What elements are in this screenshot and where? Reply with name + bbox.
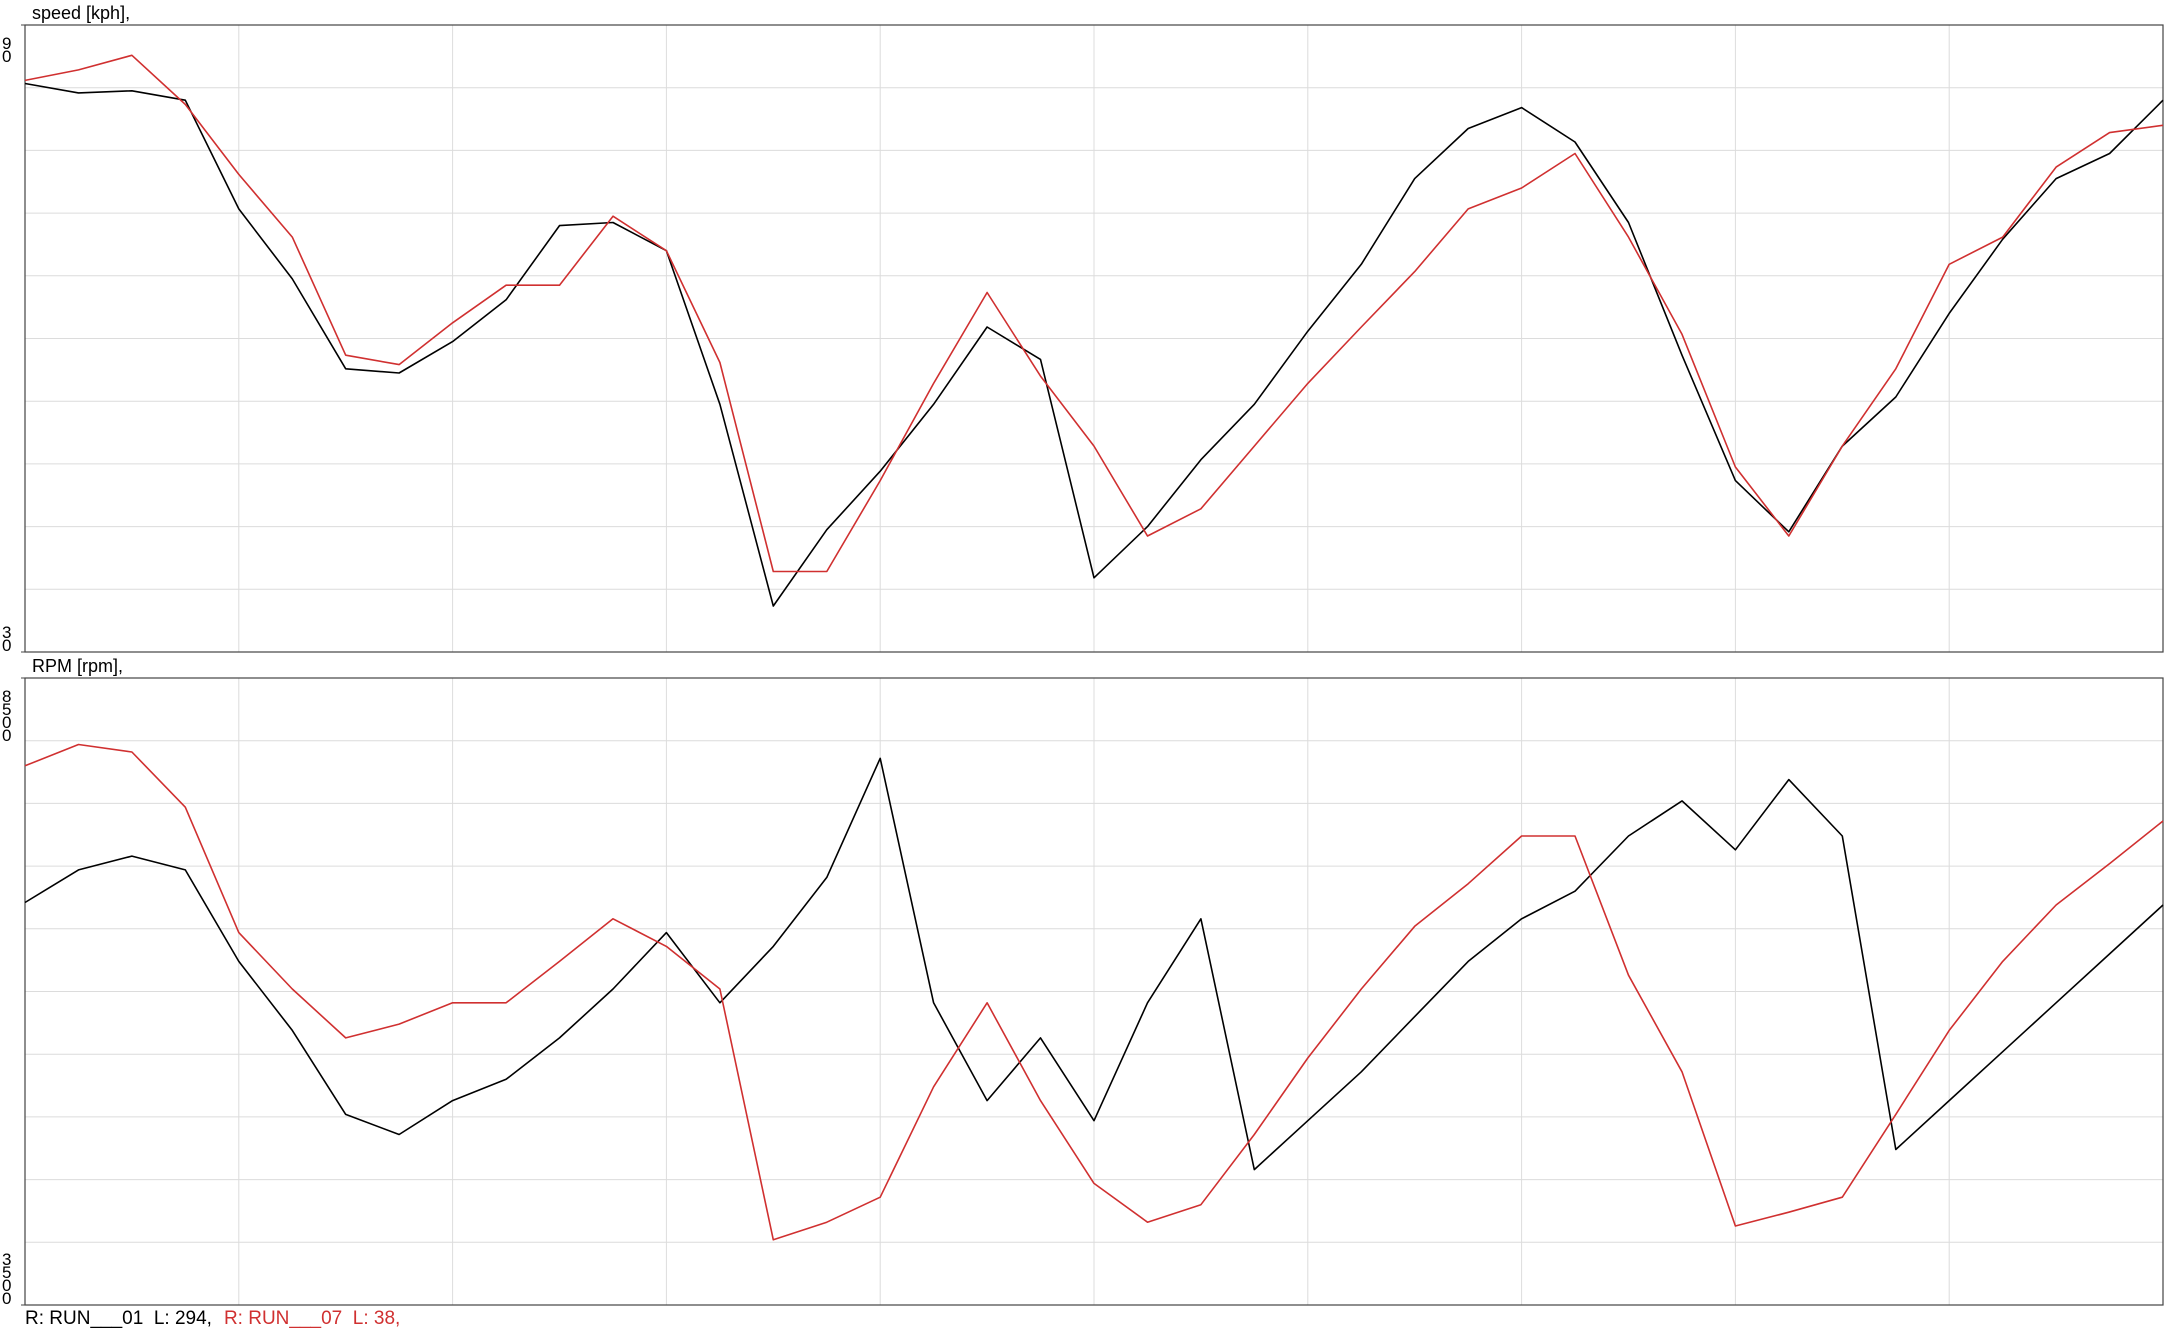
series-line — [24, 54, 2164, 573]
legend: R: RUN___01 L: 294, R: RUN___07 L: 38, — [25, 1308, 412, 1330]
plot-frame — [24, 677, 2164, 1306]
chart-title: speed [kph], — [32, 3, 130, 23]
legend-entry: R: RUN___07 L: 38, — [223, 1308, 401, 1329]
y-tick-label: 8500 — [2, 687, 12, 745]
y-tick-label: 30 — [2, 623, 12, 655]
series-line — [24, 82, 2164, 607]
y-tick-label: 90 — [2, 34, 12, 66]
series-line — [24, 743, 2164, 1241]
series-line — [24, 757, 2164, 1171]
y-tick-label: 3500 — [2, 1250, 12, 1308]
chart-title: RPM [rpm], — [32, 656, 123, 676]
legend-entry: R: RUN___01 L: 294, — [25, 1308, 212, 1329]
plot-frame — [24, 24, 2164, 653]
